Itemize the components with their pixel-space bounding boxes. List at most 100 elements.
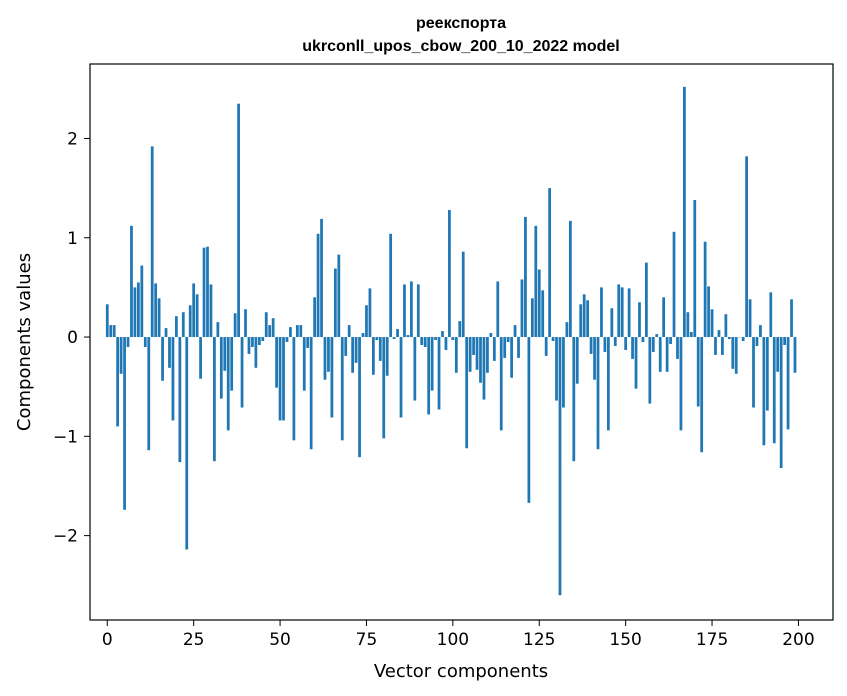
bar	[575, 337, 579, 384]
bar	[503, 337, 507, 358]
bar	[347, 325, 351, 338]
bar	[648, 337, 652, 404]
bar	[499, 337, 503, 431]
bar	[192, 283, 196, 338]
bar	[285, 337, 289, 342]
bar	[209, 284, 213, 338]
bar	[316, 233, 320, 338]
bar	[105, 304, 109, 338]
bar	[624, 337, 628, 350]
bar	[175, 316, 178, 338]
bar	[427, 337, 431, 415]
bar	[710, 309, 714, 338]
bar	[354, 337, 358, 363]
bar	[147, 337, 151, 451]
bar	[600, 287, 603, 338]
bar	[216, 322, 220, 338]
bar	[506, 337, 510, 342]
bar	[662, 297, 666, 338]
bar	[244, 309, 247, 338]
bar	[302, 337, 306, 391]
bar	[627, 288, 631, 338]
bar	[745, 156, 748, 338]
chart-title-line-1: реекспорта	[416, 15, 506, 32]
bar	[620, 287, 624, 338]
bar	[403, 284, 406, 338]
x-tick-label: 100	[437, 630, 469, 650]
bar	[530, 298, 534, 338]
bar	[382, 337, 386, 439]
bar	[606, 337, 610, 431]
bar	[468, 337, 472, 372]
bar	[461, 251, 465, 338]
bar	[486, 337, 489, 373]
bar	[333, 268, 337, 338]
bar	[541, 290, 545, 338]
bar	[226, 337, 230, 431]
bar	[368, 288, 372, 338]
bar	[731, 337, 735, 369]
bar	[562, 337, 565, 408]
bar	[558, 337, 562, 596]
bar	[233, 313, 237, 338]
y-tick-label: 0	[67, 328, 78, 348]
bar	[727, 337, 731, 340]
bar	[337, 254, 341, 338]
bar	[610, 308, 614, 338]
bar	[714, 337, 717, 355]
bar	[721, 337, 724, 355]
chart-title-line-2: ukrconll_upos_cbow_200_10_2022 model	[302, 38, 619, 55]
bar	[237, 103, 240, 338]
bar	[119, 337, 123, 374]
bar	[520, 279, 524, 338]
bar	[410, 281, 413, 338]
bar	[178, 337, 182, 463]
bar	[679, 337, 683, 431]
bar	[645, 262, 648, 338]
bar	[385, 337, 389, 376]
bar	[465, 337, 469, 449]
bar	[399, 337, 403, 418]
bar	[658, 337, 662, 372]
x-tick-label: 0	[102, 630, 113, 650]
bar	[299, 325, 303, 338]
bar	[223, 337, 227, 371]
bar	[278, 337, 282, 421]
x-tick-label: 75	[356, 630, 378, 650]
bar	[257, 337, 261, 345]
bar	[482, 337, 486, 400]
bar	[772, 337, 776, 444]
bar	[548, 188, 551, 338]
bar	[565, 322, 569, 338]
bar	[109, 325, 113, 338]
bar	[786, 337, 790, 430]
bar	[130, 225, 133, 338]
bar	[555, 337, 558, 401]
bar	[361, 333, 365, 338]
bar	[112, 325, 116, 338]
bar	[779, 337, 783, 469]
y-tick-label: 2	[67, 129, 78, 149]
bar	[496, 281, 500, 338]
bar	[434, 337, 437, 341]
bar	[510, 337, 513, 378]
bar	[631, 337, 634, 359]
bar	[275, 337, 278, 388]
bar	[762, 337, 766, 446]
bar	[378, 337, 382, 361]
bar	[358, 337, 361, 458]
bar	[254, 337, 258, 368]
x-tick-label: 175	[696, 630, 728, 650]
bar	[181, 312, 185, 338]
bar	[185, 337, 189, 550]
bar	[202, 247, 206, 338]
bar	[617, 284, 621, 338]
bar	[686, 312, 690, 338]
y-tick-label: 1	[67, 229, 78, 249]
bar	[568, 220, 572, 338]
bar	[551, 337, 555, 342]
bar	[289, 327, 292, 338]
bar	[320, 218, 323, 338]
bar	[143, 337, 147, 347]
bar	[323, 337, 327, 380]
